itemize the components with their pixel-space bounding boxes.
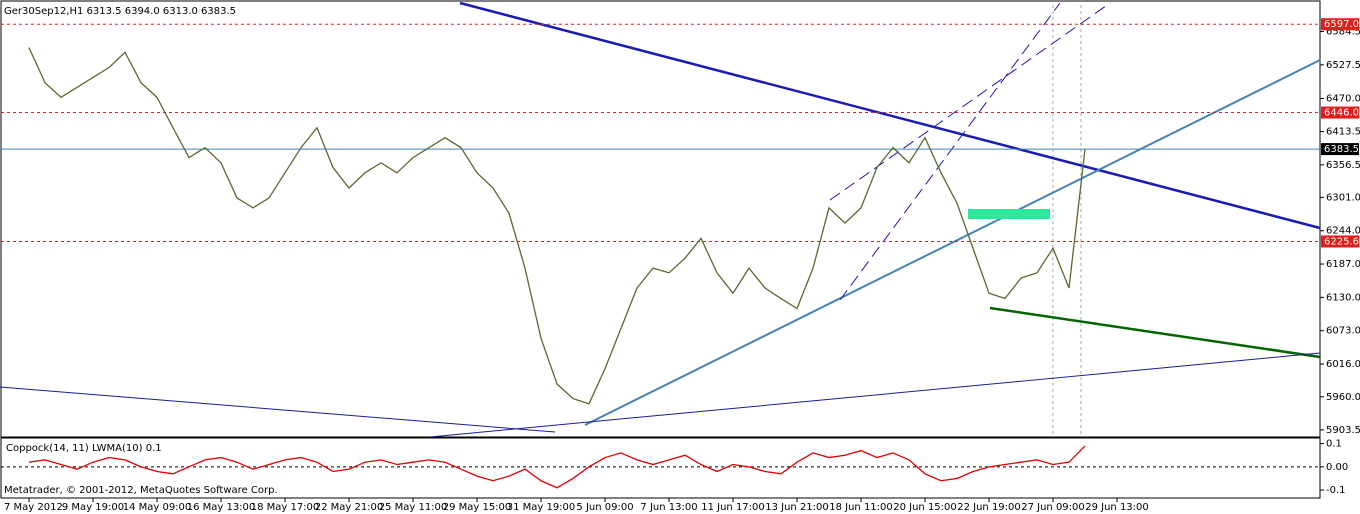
price-label: 6383.5 <box>1324 144 1359 155</box>
y-tick-label: 5960.0 <box>1326 392 1360 403</box>
price-label-box <box>1321 18 1359 31</box>
y-tick-label: 6413.5 <box>1326 127 1360 138</box>
y-tick-label: 0.1 <box>1326 439 1342 450</box>
x-tick-label: 25 May 11:00 <box>379 502 448 513</box>
x-tick-label: 22 Jun 19:00 <box>957 502 1021 513</box>
zone <box>968 209 1050 219</box>
trendline <box>989 306 1321 359</box>
y-tick-label: 6130.0 <box>1326 292 1360 303</box>
price-label-box <box>1321 235 1359 248</box>
x-tick-label: 13 Jun 21:00 <box>765 502 829 513</box>
y-tick-label: 6470.0 <box>1326 94 1360 105</box>
x-tick-label: 18 May 17:00 <box>251 502 320 513</box>
x-tick-label: 27 Jun 09:00 <box>1021 502 1085 513</box>
y-tick-label: 6527.5 <box>1326 60 1360 71</box>
price-line <box>28 47 1086 405</box>
y-tick-label: 6016.0 <box>1326 359 1360 370</box>
y-tick-label: 0.00 <box>1326 462 1348 473</box>
y-tick-label: 6073.0 <box>1326 326 1360 337</box>
trendline <box>584 59 1321 426</box>
price-label-box <box>1321 106 1359 119</box>
sub-frame <box>0 437 1321 499</box>
y-tick-label: 5903.5 <box>1326 425 1360 436</box>
y-tick-label: 6584.5 <box>1326 27 1360 38</box>
x-tick-label: 11 Jun 17:00 <box>701 502 765 513</box>
x-tick-label: 9 May 19:00 <box>62 502 124 513</box>
y-tick-label: 6187.0 <box>1326 259 1360 270</box>
channel-line <box>839 2 1061 301</box>
x-tick-label: 5 Jun 09:00 <box>576 502 633 513</box>
indicator-title: Coppock(14, 11) LWMA(10) 0.1 <box>6 443 162 454</box>
trendline <box>429 352 1321 438</box>
price-label: 6597.0 <box>1324 19 1359 30</box>
x-tick-label: 7 Jun 13:00 <box>640 502 697 513</box>
main-frame <box>0 0 1321 438</box>
y-tick-label: 6244.0 <box>1326 226 1360 237</box>
x-tick-label: 7 May 2012 <box>4 502 63 513</box>
x-tick-label: 29 May 15:00 <box>443 502 512 513</box>
x-tick-label: 20 Jun 15:00 <box>893 502 957 513</box>
chart-title: Ger30Sep12,H1 6313.5 6394.0 6313.0 6383.… <box>4 6 236 17</box>
y-tick-label: -0.1 <box>1326 485 1346 496</box>
x-tick-label: 16 May 13:00 <box>187 502 256 513</box>
x-tick-label: 14 May 09:00 <box>123 502 192 513</box>
x-tick-label: 29 Jun 13:00 <box>1085 502 1149 513</box>
x-tick-label: 31 May 19:00 <box>507 502 576 513</box>
y-tick-label: 6301.0 <box>1326 192 1360 203</box>
price-line <box>28 445 1086 489</box>
y-tick-label: 6356.5 <box>1326 160 1360 171</box>
footer: Metatrader, © 2001-2012, MetaQuotes Soft… <box>4 485 278 496</box>
price-label: 6225.6 <box>1324 236 1359 247</box>
trendline <box>0 386 556 433</box>
trendline <box>459 1 1321 230</box>
price-label-box <box>1321 143 1359 156</box>
x-tick-label: 22 May 21:00 <box>315 502 384 513</box>
price-label: 6446.0 <box>1324 108 1359 119</box>
x-tick-label: 18 Jun 11:00 <box>829 502 893 513</box>
